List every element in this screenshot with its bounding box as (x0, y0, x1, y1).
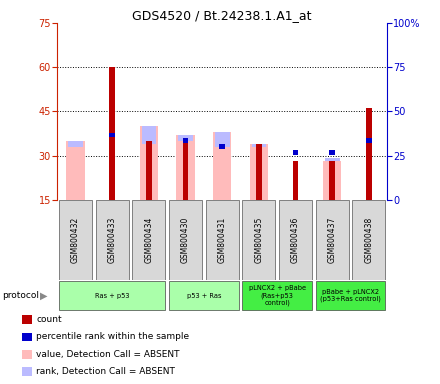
Bar (96, 200, 129, 280)
Text: protocol: protocol (2, 291, 39, 300)
Text: p53 + Ras: p53 + Ras (187, 293, 221, 299)
Text: GSM800436: GSM800436 (291, 217, 300, 263)
Text: Ras + p53: Ras + p53 (95, 293, 129, 299)
Bar (109, 132, 115, 137)
Bar (68, 141, 83, 147)
Text: GSM800435: GSM800435 (254, 217, 264, 263)
Bar (293, 150, 298, 155)
Bar (316, 281, 385, 310)
Bar (215, 132, 230, 147)
Bar (109, 67, 115, 200)
Bar (169, 200, 202, 280)
Bar (323, 161, 341, 200)
Text: ▶: ▶ (40, 291, 47, 301)
Bar (176, 135, 195, 200)
Bar (219, 144, 225, 149)
Text: GSM800434: GSM800434 (144, 217, 154, 263)
Bar (366, 139, 372, 143)
Bar (252, 144, 266, 147)
Bar (213, 132, 231, 200)
Text: value, Detection Call = ABSENT: value, Detection Call = ABSENT (36, 350, 180, 359)
Text: pBabe + pLNCX2
(p53+Ras control): pBabe + pLNCX2 (p53+Ras control) (320, 289, 381, 302)
Text: GSM800432: GSM800432 (71, 217, 80, 263)
Bar (178, 135, 193, 141)
Bar (366, 108, 372, 200)
Bar (59, 281, 165, 310)
Text: percentile rank within the sample: percentile rank within the sample (36, 333, 189, 341)
Bar (316, 200, 349, 280)
Bar (66, 141, 85, 200)
Bar (142, 126, 156, 144)
Text: GSM800437: GSM800437 (328, 217, 337, 263)
Bar (242, 200, 275, 280)
Bar (22, 367, 32, 376)
Bar (169, 281, 239, 310)
Bar (279, 200, 312, 280)
Text: count: count (36, 315, 62, 324)
Bar (250, 144, 268, 200)
Text: GSM800438: GSM800438 (364, 217, 374, 263)
Bar (256, 144, 262, 200)
Bar (132, 200, 165, 280)
Bar (183, 138, 188, 200)
Text: GSM800433: GSM800433 (108, 217, 117, 263)
Bar (59, 200, 92, 280)
Bar (293, 161, 298, 200)
Bar (352, 200, 385, 280)
Bar (242, 281, 312, 310)
Bar (183, 139, 188, 143)
Bar (146, 141, 152, 200)
Bar (329, 150, 335, 155)
Bar (22, 350, 32, 359)
Text: GSM800430: GSM800430 (181, 217, 190, 263)
Text: pLNCX2 + pBabe
(Ras+p53
control): pLNCX2 + pBabe (Ras+p53 control) (249, 285, 306, 306)
Title: GDS4520 / Bt.24238.1.A1_at: GDS4520 / Bt.24238.1.A1_at (132, 9, 312, 22)
Bar (325, 159, 340, 161)
Bar (140, 126, 158, 200)
Bar (22, 333, 32, 341)
Bar (329, 161, 335, 200)
Text: GSM800431: GSM800431 (218, 217, 227, 263)
Bar (206, 200, 239, 280)
Bar (22, 315, 32, 324)
Text: rank, Detection Call = ABSENT: rank, Detection Call = ABSENT (36, 367, 175, 376)
